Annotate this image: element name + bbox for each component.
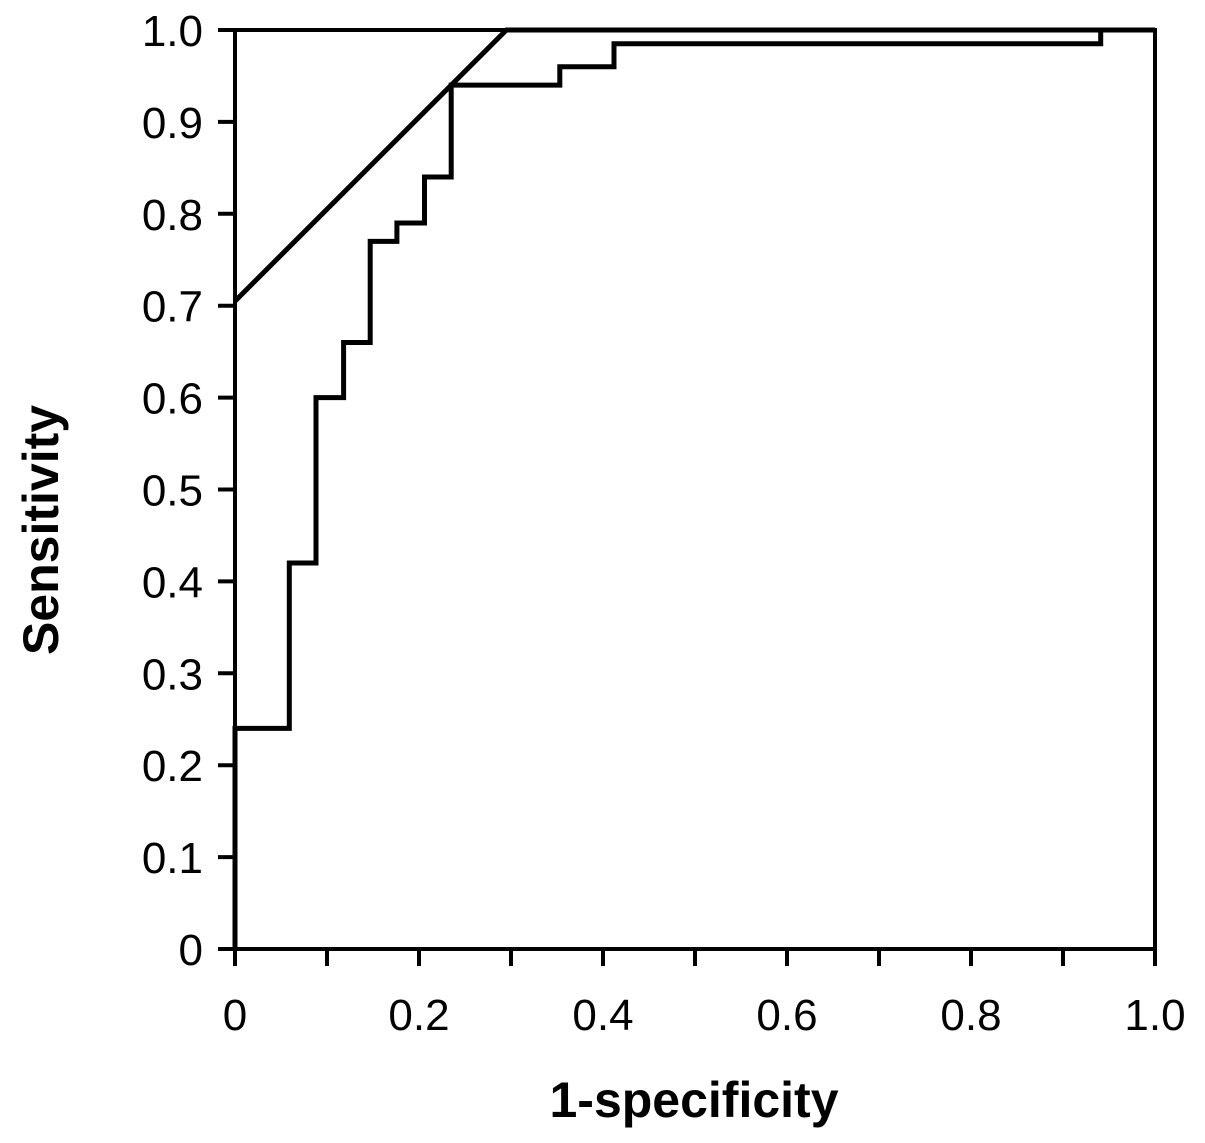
x-axis-ticks: 0 0.2 0.4 0.6 0.8 1.0 [223, 949, 1186, 1040]
y-tick-label: 0.4 [142, 558, 203, 607]
y-tick-label: 0.8 [142, 191, 203, 240]
y-tick-label: 0.5 [142, 467, 203, 516]
x-tick-label: 1.0 [1124, 991, 1185, 1040]
plot-frame [233, 28, 1157, 951]
y-tick-label: 0.9 [142, 99, 203, 148]
x-tick-label: 0.4 [572, 991, 633, 1040]
x-tick-label: 0.2 [388, 991, 449, 1040]
x-tick-label: 0.6 [756, 991, 817, 1040]
plot-border [233, 28, 1157, 951]
y-tick-label: 0.7 [142, 283, 203, 332]
x-axis-label: 1-specificity [549, 1072, 838, 1128]
y-tick-label: 1.0 [142, 7, 203, 56]
x-tick-label: 0 [223, 991, 247, 1040]
y-axis-label: Sensitivity [13, 405, 69, 655]
series-layer [232, 27, 1155, 949]
x-tick-label: 0.8 [940, 991, 1001, 1040]
roc-fitted-line [233, 27, 1155, 303]
y-tick-label: 0.3 [142, 650, 203, 699]
y-tick-label: 0.2 [142, 742, 203, 791]
roc-step-curve [232, 27, 1155, 949]
y-tick-label: 0.6 [142, 375, 203, 424]
y-tick-label: 0 [179, 926, 203, 975]
y-axis-ticks: 0 0.1 0.2 0.3 0.4 0.5 0.6 0.7 0.8 0.9 1.0 [142, 7, 235, 975]
y-tick-label: 0.1 [142, 834, 203, 883]
